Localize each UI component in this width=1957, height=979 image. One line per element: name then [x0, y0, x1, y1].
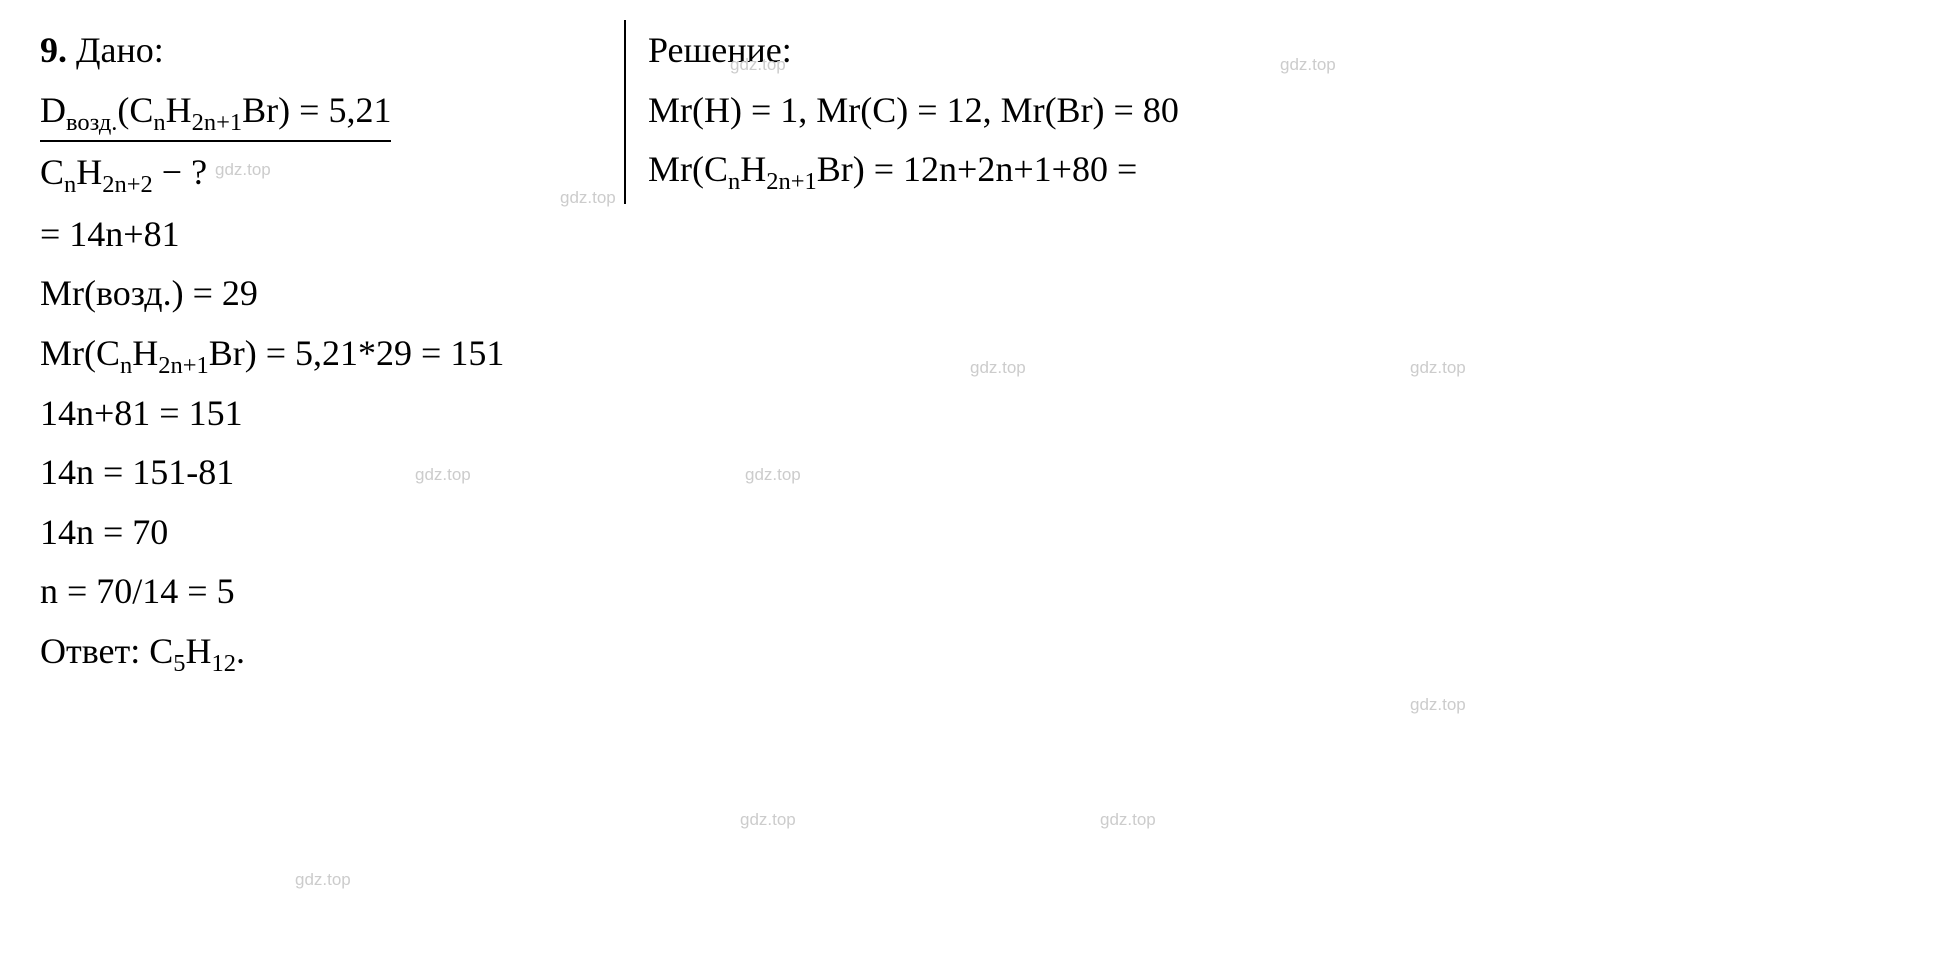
mr-prefix: Mr(C [40, 333, 120, 373]
cont-line-4: 14n+81 = 151 [40, 385, 1917, 443]
sub-n: n [120, 352, 132, 379]
given-line-1: Dвозд.(CnH2n+1Br) = 5,21 [40, 82, 600, 143]
H: H [76, 152, 102, 192]
cont-line-2: Mr(возд.) = 29 [40, 265, 1917, 323]
watermark: gdz.top [1410, 695, 1466, 715]
answer-label: Ответ: C [40, 631, 173, 671]
sub-n: n [728, 168, 740, 195]
cont-line-7: n = 70/14 = 5 [40, 563, 1917, 621]
rest: Br) = 12n+2n+1+80 = [817, 149, 1138, 189]
given-block: 9. Дано: Dвозд.(CnH2n+1Br) = 5,21 CnH2n+… [40, 20, 626, 204]
H: H [132, 333, 158, 373]
rest: Br) = 5,21*29 = 151 [209, 333, 505, 373]
mr-prefix: Mr(C [648, 149, 728, 189]
content-wrapper: 9. Дано: Dвозд.(CnH2n+1Br) = 5,21 CnH2n+… [40, 20, 1917, 681]
top-row: 9. Дано: Dвозд.(CnH2n+1Br) = 5,21 CnH2n+… [40, 20, 1917, 204]
watermark: gdz.top [740, 810, 796, 830]
d-sub: возд. [66, 109, 117, 136]
given-line-1-content: Dвозд.(CnH2n+1Br) = 5,21 [40, 82, 391, 143]
C: C [40, 152, 64, 192]
solution-line-1: Mr(H) = 1, Mr(C) = 12, Mr(Br) = 80 [648, 82, 1179, 140]
answer-dot: . [236, 631, 245, 671]
cont-line-6: 14n = 70 [40, 504, 1917, 562]
problem-number: 9. [40, 30, 67, 70]
formula-open: (C [117, 90, 153, 130]
solution-block: Решение: Mr(H) = 1, Mr(C) = 12, Mr(Br) =… [626, 20, 1179, 201]
sub-2n1: 2n+1 [158, 352, 209, 379]
sub-n: n [64, 171, 76, 198]
solution-line-2: Mr(CnH2n+1Br) = 12n+2n+1+80 = [648, 141, 1179, 199]
question-mark: − ? [153, 152, 207, 192]
H: H [740, 149, 766, 189]
H: H [166, 90, 192, 130]
watermark: gdz.top [1100, 810, 1156, 830]
problem-container: 9. Дано: Dвозд.(CnH2n+1Br) = 5,21 CnH2n+… [40, 20, 1917, 681]
sub-2n1: 2n+1 [192, 109, 243, 136]
given-line-2: CnH2n+2 − ? [40, 144, 600, 202]
sub-2n2: 2n+2 [102, 171, 153, 198]
given-header: 9. Дано: [40, 22, 600, 80]
watermark: gdz.top [295, 870, 351, 890]
cont-line-5: 14n = 151-81 [40, 444, 1917, 502]
given-label: Дано: [76, 30, 164, 70]
answer-sub1: 5 [173, 650, 185, 677]
sub-2n1: 2n+1 [766, 168, 817, 195]
Br-eq: Br) = 5,21 [242, 90, 391, 130]
cont-line-1: = 14n+81 [40, 206, 1917, 264]
answer-line: Ответ: C5H12. [40, 623, 1917, 681]
solution-label: Решение: [648, 22, 1179, 80]
d-prefix: D [40, 90, 66, 130]
sub-n: n [153, 109, 165, 136]
answer-sub2: 12 [211, 650, 235, 677]
cont-line-3: Mr(CnH2n+1Br) = 5,21*29 = 151 [40, 325, 1917, 383]
answer-H: H [185, 631, 211, 671]
